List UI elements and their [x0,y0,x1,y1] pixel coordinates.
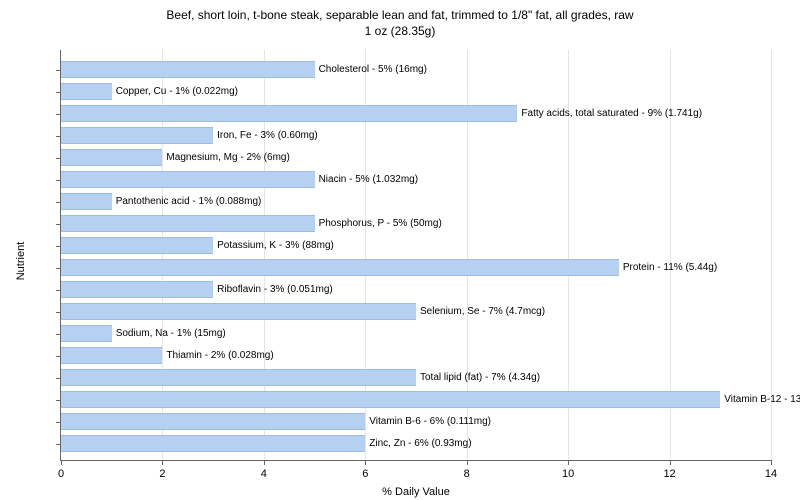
bar [61,259,619,276]
x-tick-label: 14 [765,468,777,480]
x-tick [264,460,265,465]
bar [61,61,315,78]
bar-label: Magnesium, Mg - 2% (6mg) [162,149,289,166]
bar-label: Copper, Cu - 1% (0.022mg) [112,83,238,100]
x-axis-label: % Daily Value [382,486,450,498]
bar-label: Vitamin B-6 - 6% (0.111mg) [365,413,491,430]
bar [61,105,517,122]
bar-label: Phosphorus, P - 5% (50mg) [315,215,442,232]
y-axis-label: Nutrient [15,242,27,281]
bar [61,237,213,254]
plot-area: Nutrient % Daily Value 02468101214Choles… [60,50,771,461]
x-tick [670,460,671,465]
bar-label: Pantothenic acid - 1% (0.088mg) [112,193,262,210]
title-line1: Beef, short loin, t-bone steak, separabl… [166,8,633,22]
bar-label: Protein - 11% (5.44g) [619,259,717,276]
bar [61,171,315,188]
bar [61,83,112,100]
x-tick [162,460,163,465]
bar [61,369,416,386]
bar-label: Vitamin B-12 - 13% (0.79mcg) [720,391,800,408]
bar [61,303,416,320]
bar-label: Sodium, Na - 1% (15mg) [112,325,226,342]
title-line2: 1 oz (28.35g) [365,24,436,38]
bar-label: Cholesterol - 5% (16mg) [315,61,427,78]
x-tick [467,460,468,465]
chart-title: Beef, short loin, t-bone steak, separabl… [0,0,800,39]
bar-label: Thiamin - 2% (0.028mg) [162,347,273,364]
bar-label: Zinc, Zn - 6% (0.93mg) [365,435,471,452]
bar [61,325,112,342]
bar-label: Riboflavin - 3% (0.051mg) [213,281,333,298]
x-tick [61,460,62,465]
bar [61,215,315,232]
nutrient-chart: Beef, short loin, t-bone steak, separabl… [0,0,800,500]
bar-label: Potassium, K - 3% (88mg) [213,237,334,254]
bar [61,281,213,298]
bar [61,413,365,430]
bar-label: Selenium, Se - 7% (4.7mcg) [416,303,545,320]
bar [61,149,162,166]
bar [61,127,213,144]
bar-label: Niacin - 5% (1.032mg) [315,171,418,188]
x-tick-label: 2 [159,468,165,480]
x-tick-label: 0 [58,468,64,480]
bar [61,347,162,364]
bar-label: Iron, Fe - 3% (0.60mg) [213,127,318,144]
bar-label: Total lipid (fat) - 7% (4.34g) [416,369,540,386]
bar [61,391,720,408]
x-tick [365,460,366,465]
x-tick-label: 6 [362,468,368,480]
bar-label: Fatty acids, total saturated - 9% (1.741… [517,105,702,122]
x-tick-label: 8 [464,468,470,480]
bar [61,435,365,452]
x-tick [771,460,772,465]
x-tick [568,460,569,465]
bar [61,193,112,210]
x-tick-label: 10 [562,468,574,480]
x-tick-label: 4 [261,468,267,480]
x-tick-label: 12 [663,468,675,480]
